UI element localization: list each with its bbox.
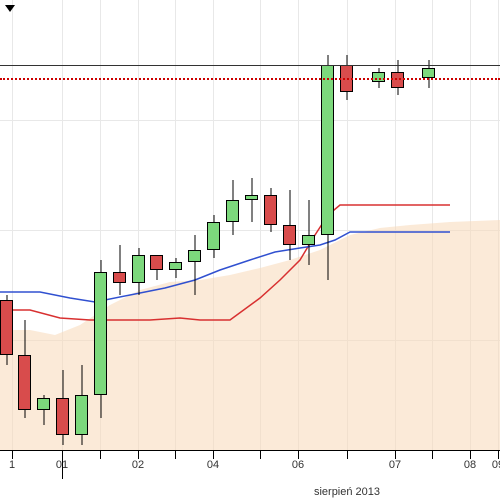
x-axis-tick [347, 451, 348, 459]
reference-line [0, 65, 500, 66]
candle [340, 0, 353, 450]
candle [372, 0, 385, 450]
x-axis-label: 01 [56, 459, 68, 471]
candle [245, 0, 258, 450]
x-axis-tick [470, 451, 471, 459]
candle [56, 0, 69, 450]
dropdown-arrow-icon[interactable] [5, 5, 15, 12]
x-axis-label: 08 [464, 459, 476, 471]
x-axis: 1 01 02 04 06 07 08 09 sierpień 2013 [0, 450, 500, 500]
x-axis-label: 07 [389, 459, 401, 471]
candle [94, 0, 107, 450]
candle [264, 0, 277, 450]
candle [321, 0, 334, 450]
candle [0, 0, 13, 450]
candlestick-chart [0, 0, 500, 450]
x-axis-label: 02 [132, 459, 144, 471]
x-axis-tick [498, 451, 499, 459]
candle [302, 0, 315, 450]
candle [188, 0, 201, 450]
x-axis-label: 1 [9, 459, 15, 471]
candle [132, 0, 145, 450]
candle [150, 0, 163, 450]
x-axis-month-label: sierpień 2013 [314, 486, 380, 498]
candle [169, 0, 182, 450]
x-axis-label: 09 [492, 459, 500, 471]
candle [422, 0, 435, 450]
candle [18, 0, 31, 450]
x-axis-label: 06 [292, 459, 304, 471]
candle [226, 0, 239, 450]
candle [391, 0, 404, 450]
x-axis-tick [395, 451, 396, 459]
x-axis-tick [12, 451, 13, 459]
x-axis-tick [175, 451, 176, 459]
x-axis-tick [100, 451, 101, 459]
x-axis-tick [213, 451, 214, 459]
candle [37, 0, 50, 450]
x-axis-tick [260, 451, 261, 459]
x-axis-label: 04 [207, 459, 219, 471]
x-axis-tick [138, 451, 139, 459]
price-dotted-line [0, 78, 500, 80]
x-axis-tick [432, 451, 433, 459]
candle [207, 0, 220, 450]
candle [113, 0, 126, 450]
x-axis-tick [298, 451, 299, 459]
candle [283, 0, 296, 450]
candle [75, 0, 88, 450]
